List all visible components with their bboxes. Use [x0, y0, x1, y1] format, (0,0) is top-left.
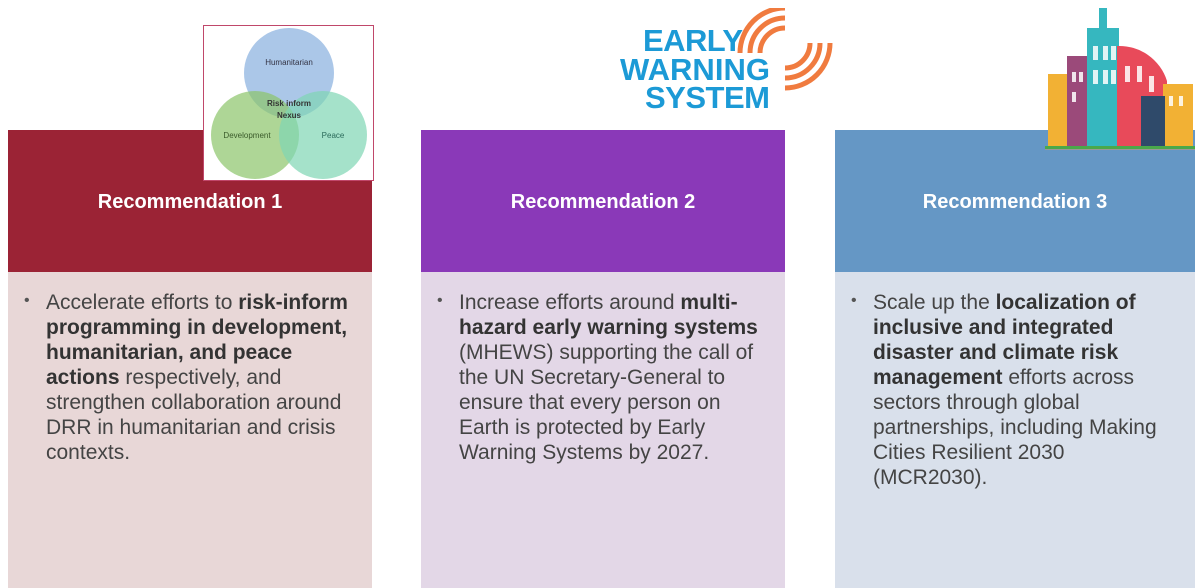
card-title: Recommendation 2 [421, 130, 785, 272]
card-body: Scale up the localization of inclusive a… [835, 272, 1195, 588]
venn-label: Peace [322, 131, 345, 140]
venn-label: Risk inform [267, 99, 311, 108]
logo-text: SYSTEM [645, 80, 770, 115]
card-body: Increase efforts around multi-hazard ear… [421, 272, 785, 588]
venn-diagram: Humanitarian Risk inform Nexus Developme… [203, 25, 374, 181]
body-text: Scale up the [873, 291, 996, 314]
body-text: Increase efforts around [459, 291, 680, 314]
body-text: Accelerate efforts to [46, 291, 238, 314]
body-text: (MHEWS) supporting the call of the UN Se… [459, 341, 753, 464]
card: Recommendation 1 Accelerate efforts to r… [8, 130, 372, 588]
venn-label: Humanitarian [265, 58, 313, 67]
venn-label: Nexus [277, 111, 302, 120]
card: Recommendation 3 Scale up the localizati… [835, 130, 1195, 588]
card: Recommendation 2 Increase efforts around… [421, 130, 785, 588]
slide: Recommendation 1 Accelerate efforts to r… [0, 0, 1195, 588]
card-body: Accelerate efforts to risk-inform progra… [8, 272, 372, 588]
venn-label: Development [223, 131, 271, 140]
ews-logo: EARLY WARNING SYSTEM [610, 8, 835, 120]
city-icon [1045, 6, 1195, 152]
